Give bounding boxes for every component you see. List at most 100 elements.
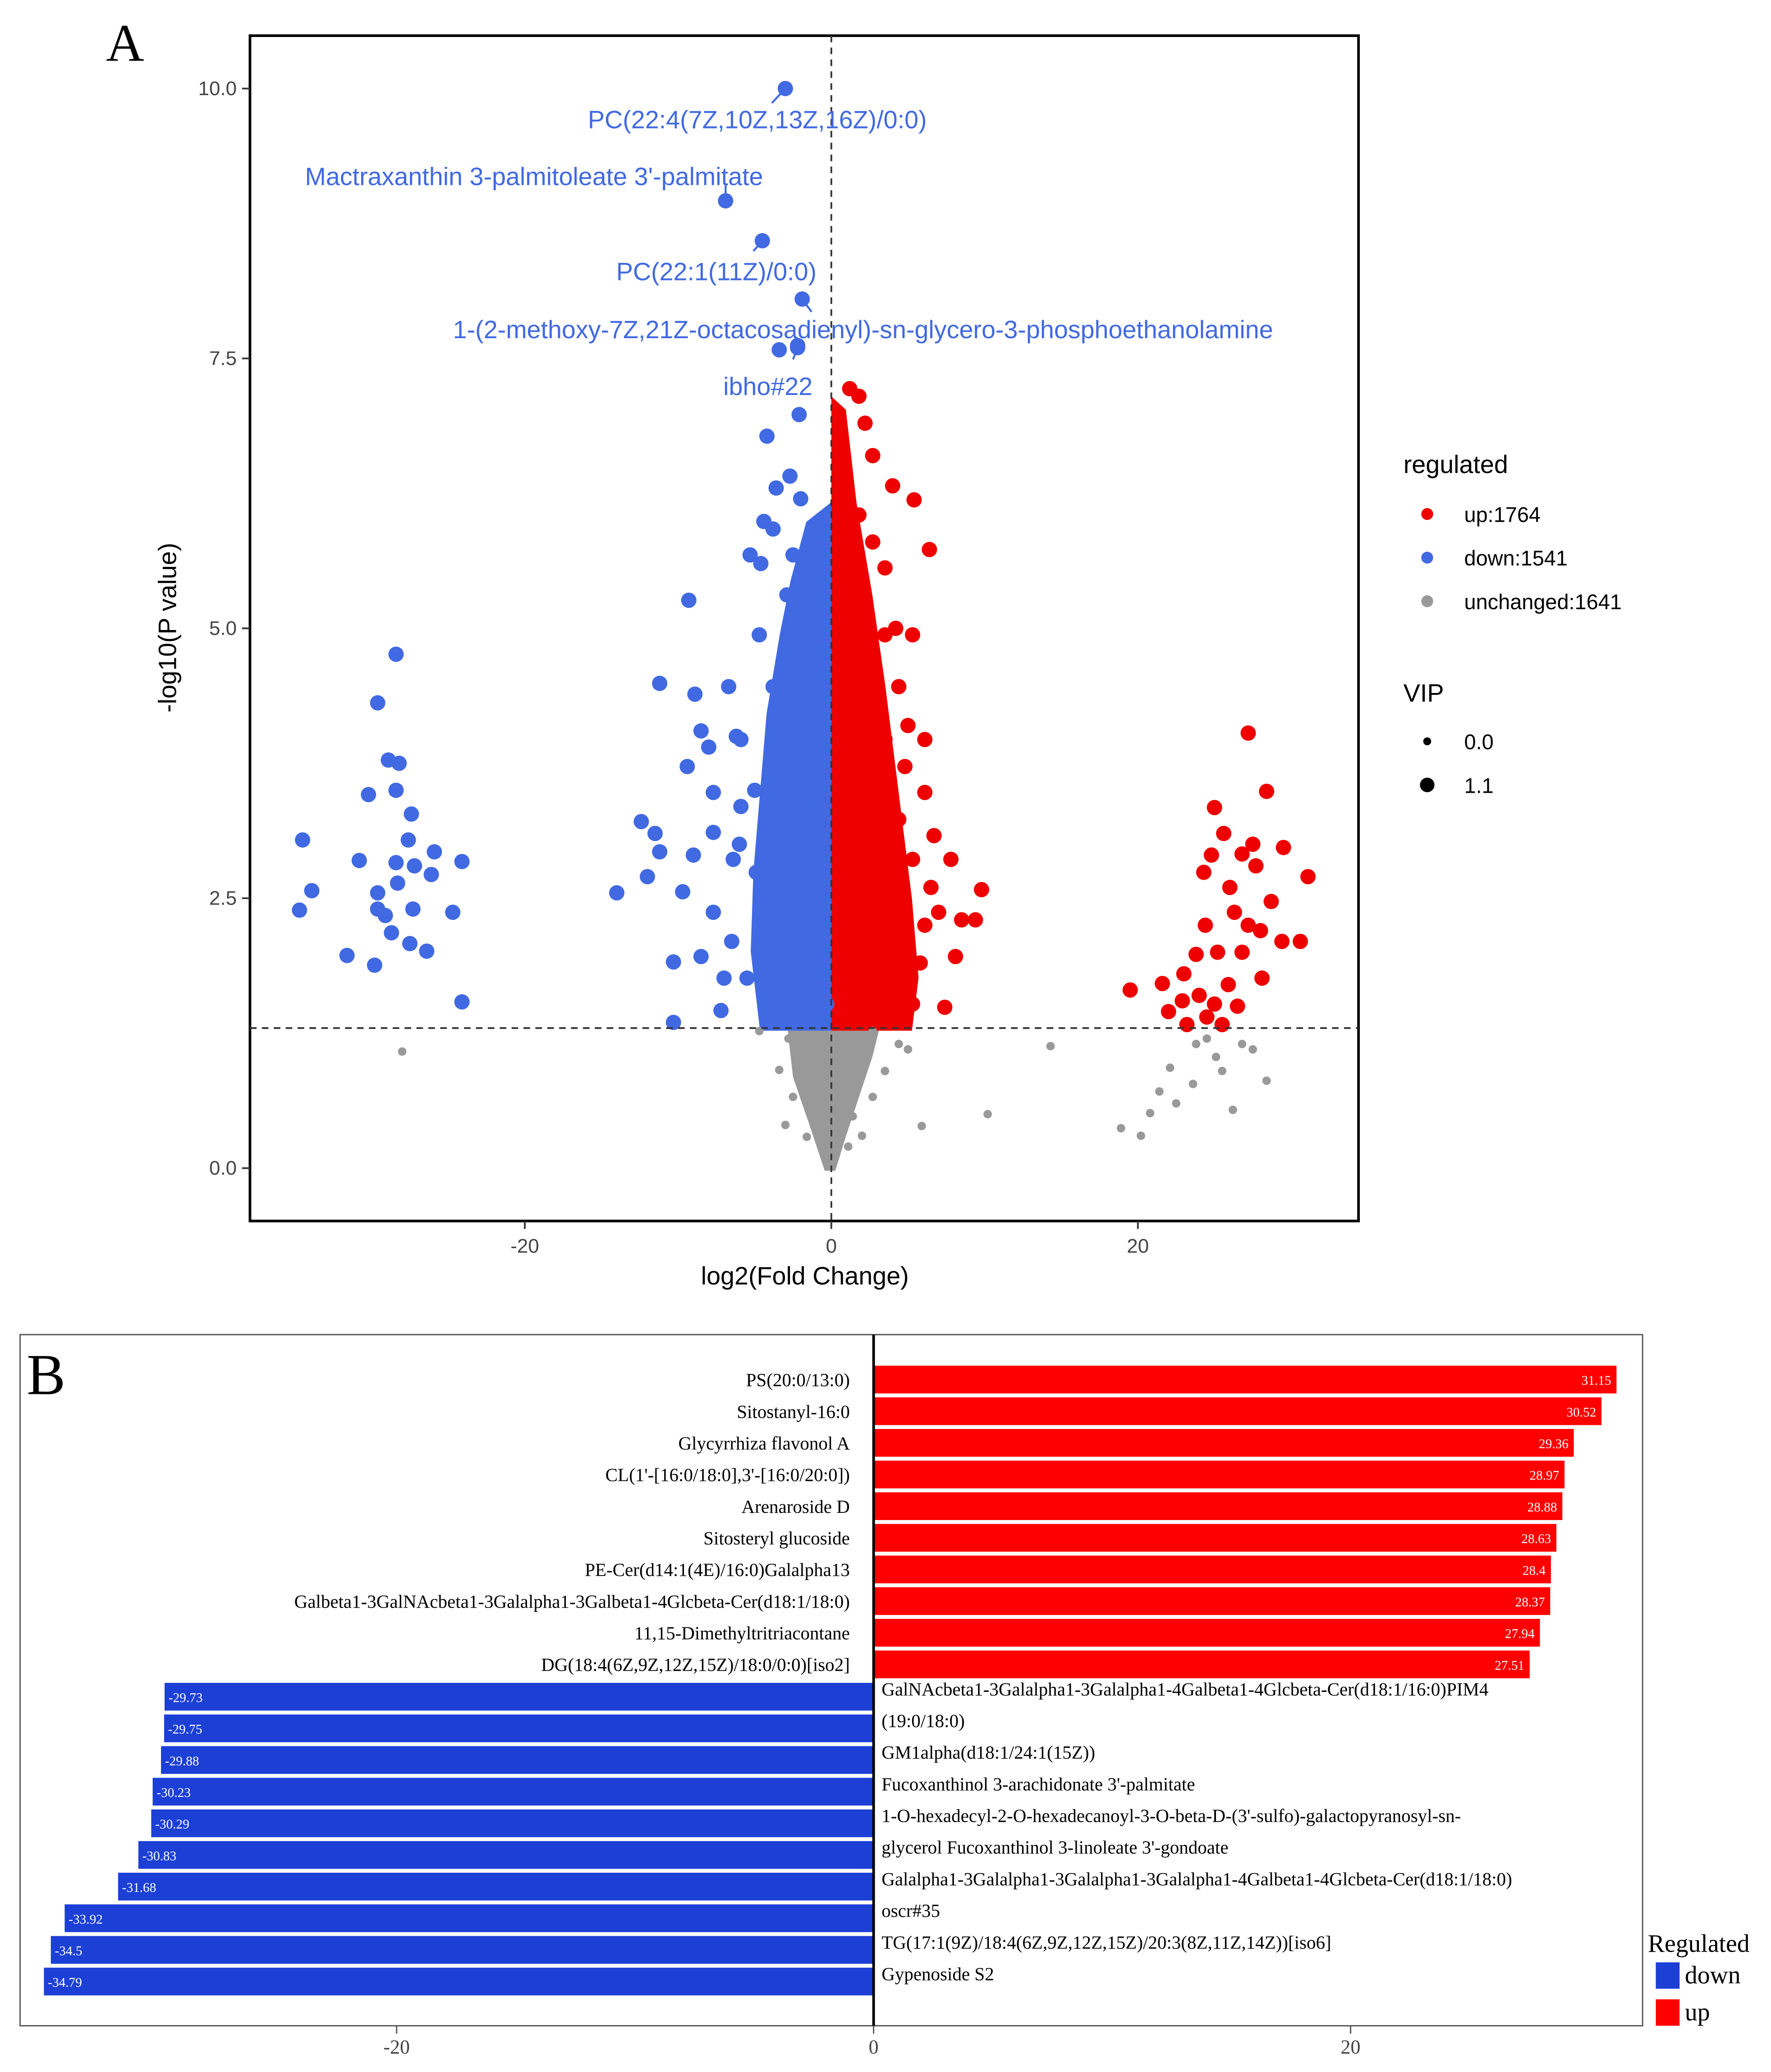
data-point-up	[862, 664, 877, 680]
data-point-down	[681, 593, 697, 608]
data-point-down	[790, 837, 806, 853]
bar-category-label: Fucoxanthinol 3-arachidonate 3'-palmitat…	[881, 1773, 1195, 1794]
data-point-up	[1207, 996, 1222, 1012]
leader-line	[801, 298, 812, 312]
data-point-up	[877, 560, 893, 576]
legend-swatch-down	[1656, 1962, 1680, 1989]
legend-label-up: up	[1685, 1998, 1710, 2026]
data-point-up	[891, 812, 907, 827]
data-point-down	[771, 706, 787, 721]
data-point-down	[777, 836, 793, 852]
data-point-down	[799, 600, 815, 616]
data-point-up	[1216, 826, 1232, 841]
panel-label-b: B	[27, 1342, 65, 1407]
data-point-down	[295, 832, 311, 848]
data-point-up	[1263, 894, 1279, 910]
data-point-up	[906, 492, 922, 508]
data-point-down	[405, 901, 421, 917]
bar-value-label: -30.29	[155, 1817, 189, 1832]
bar-down	[44, 1967, 874, 1996]
data-point-up	[973, 882, 989, 897]
data-point-unchanged	[1262, 1076, 1271, 1085]
data-point-up	[871, 851, 887, 867]
data-point-down	[791, 407, 807, 423]
bars: 31.15 PS(20:0/13:0) 30.52 Sitostanyl-16:0 29…	[44, 1365, 1617, 1996]
data-point-up	[891, 679, 907, 694]
y-tick-label: 10.0	[198, 78, 237, 100]
bar-category-label: Galbeta1-3GalNAcbeta1-3Galalpha1-3Galbet…	[294, 1591, 850, 1612]
legend-vip-swatch	[1423, 737, 1431, 745]
data-point-down	[793, 491, 808, 507]
bar-category-label: glycerol Fucoxanthinol 3-linoleate 3'-go…	[881, 1837, 1228, 1858]
data-point-unchanged	[904, 1045, 913, 1054]
data-point-up	[905, 996, 921, 1012]
data-point-down	[768, 480, 784, 496]
bar-value-label: -30.83	[142, 1849, 177, 1863]
legend-label-down: down:1541	[1464, 547, 1568, 570]
data-point-down	[652, 675, 668, 691]
data-point-down	[427, 844, 442, 860]
data-point-up	[943, 851, 959, 867]
labeled-point	[794, 291, 810, 307]
data-point-up	[968, 912, 983, 928]
data-point-down	[725, 851, 741, 867]
bar-value-label: -30.23	[156, 1786, 191, 1800]
data-point-unchanged	[1248, 1045, 1257, 1054]
bar-value-label: 30.52	[1566, 1405, 1596, 1420]
data-point-unchanged	[1172, 1099, 1181, 1108]
legend-swatch-up	[1421, 508, 1433, 520]
data-point-down	[785, 1009, 801, 1025]
data-point-down	[805, 732, 821, 748]
bar-value-label: -34.79	[48, 1976, 82, 1990]
data-point-unchanged	[822, 1152, 831, 1161]
legend-vip-swatch	[1420, 777, 1435, 792]
legend-swatch-up	[1656, 1999, 1680, 2026]
x-tick-label: -20	[510, 1235, 539, 1257]
data-point-up	[1234, 944, 1250, 960]
data-point-up	[1222, 880, 1238, 896]
data-point-up	[837, 653, 853, 669]
data-point-down	[779, 587, 795, 603]
data-point-up	[905, 627, 921, 643]
x-tick-label: 20	[1127, 1235, 1149, 1257]
data-point-down	[693, 723, 709, 739]
bar-up	[873, 1365, 1617, 1394]
data-point-down	[701, 739, 716, 755]
bar-value-label: 27.94	[1505, 1627, 1535, 1641]
data-point-down	[384, 925, 399, 941]
bar-value-label: -34.5	[55, 1944, 83, 1958]
data-point-unchanged	[844, 1142, 853, 1151]
data-point-unchanged	[849, 1112, 857, 1121]
data-point-unchanged	[1165, 1063, 1175, 1072]
data-point-up	[857, 415, 873, 431]
data-point-down	[713, 1002, 729, 1018]
point-label: PC(22:4(7Z,10Z,13Z,16Z)/0:0)	[588, 106, 927, 133]
data-point-down	[771, 342, 787, 358]
bar-value-label: 28.4	[1523, 1563, 1546, 1578]
volcano-plot-panel: A PC(22:4(7Z,10Z,13Z,16Z)/0:0) Mactraxant…	[106, 14, 1622, 1290]
scatter-points	[292, 342, 1316, 1161]
data-point-down	[361, 787, 376, 803]
bar-category-label: (19:0/18:0)	[881, 1710, 965, 1731]
data-point-down	[721, 679, 737, 694]
bar-category-label: Glycyrrhiza flavonol A	[678, 1433, 850, 1453]
bar-up	[873, 1587, 1551, 1615]
bar-down	[64, 1904, 874, 1932]
legend-label-up: up:1764	[1464, 503, 1541, 527]
data-point-down	[454, 994, 470, 1010]
bar-value-label: 28.63	[1521, 1532, 1551, 1546]
bar-down	[138, 1841, 874, 1869]
bar-category-label: GalNAcbeta1-3Galalpha1-3Galalpha1-4Galbe…	[881, 1679, 1488, 1700]
data-point-down	[731, 836, 747, 852]
data-point-up	[1248, 858, 1264, 874]
data-point-up	[954, 912, 969, 928]
data-point-up	[917, 785, 933, 800]
bar-up	[873, 1524, 1557, 1552]
legend-a: regulated VIP up:1764 down:1541 unchanged:…	[1404, 450, 1622, 797]
bar-value-label: -29.88	[165, 1754, 199, 1769]
data-point-up	[1245, 836, 1261, 852]
bar-category-label: Sitostanyl-16:0	[737, 1401, 850, 1422]
x-tick-label: -20	[383, 2036, 410, 2058]
data-point-up	[851, 587, 867, 603]
data-point-down	[377, 908, 393, 923]
